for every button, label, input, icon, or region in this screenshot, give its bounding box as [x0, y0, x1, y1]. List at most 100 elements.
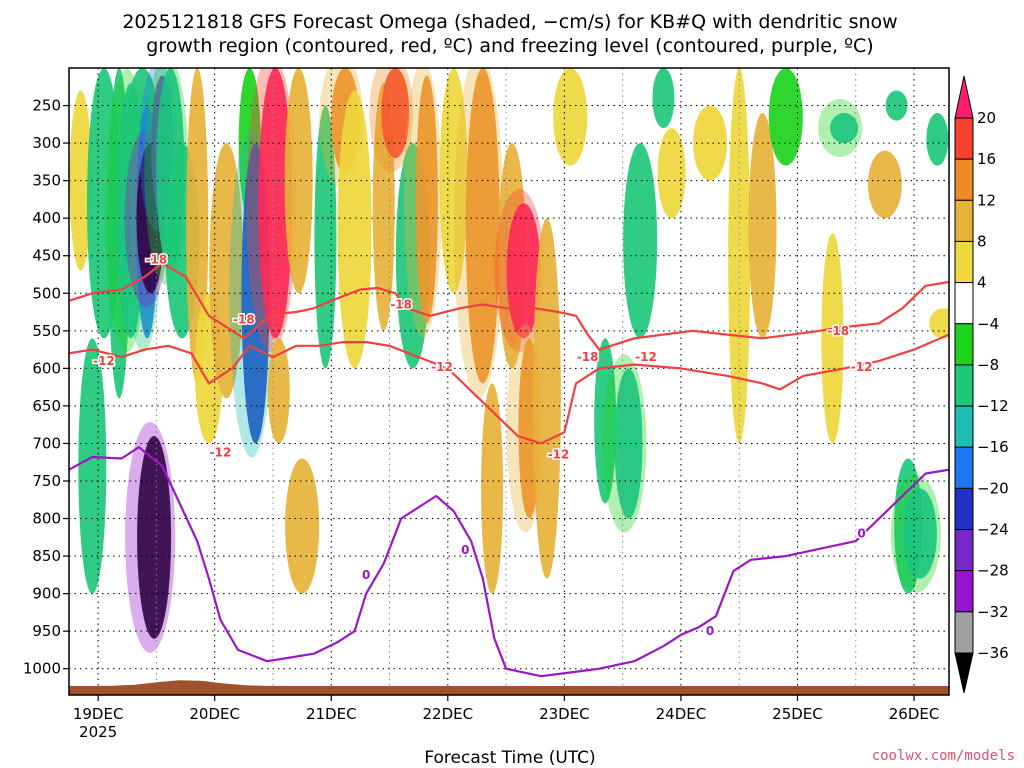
colorbar-segment: [954, 282, 974, 325]
y-tick-label: 450: [32, 247, 61, 265]
colorbar-label: −16: [977, 438, 1009, 456]
terrain-fill: [69, 680, 949, 695]
chart-title-line-2: growth region (contoured, red, ºC) and f…: [146, 35, 873, 57]
colorbar-label: −4: [977, 315, 999, 333]
x-tick-label: 19DEC: [73, 705, 124, 723]
omega-cell-halo: [403, 68, 442, 338]
omega-cell-halo: [602, 354, 647, 533]
y-tick-label: 550: [32, 322, 61, 340]
chart-title-line-1: 2025121818 GFS Forecast Omega (shaded, −…: [122, 11, 897, 33]
omega-cell: [381, 68, 410, 159]
omega-cell: [867, 150, 902, 219]
y-tick-label: 800: [32, 510, 61, 528]
contour-label: -18: [390, 298, 412, 312]
contour-label: -12: [93, 354, 115, 368]
contour-labels: -18 -18 -18 -18 -18 -12 -12 -12 -12 -12 -12 0 0 0 0: [92, 251, 874, 640]
colorbar-segment: [954, 199, 974, 242]
omega-cell: [885, 90, 908, 121]
y-tick-label: 900: [32, 585, 61, 603]
credit-text[interactable]: coolwx.com/models: [872, 748, 1015, 764]
colorbar-label: −28: [977, 562, 1009, 580]
colorbar-label: 16: [977, 150, 996, 168]
y-tick-label: 750: [32, 472, 61, 490]
plot-area: [69, 68, 949, 695]
omega-cell: [481, 383, 504, 594]
omega-cell: [532, 218, 561, 579]
terrain-layer: [69, 680, 949, 695]
omega-cell-halo: [890, 474, 941, 593]
x-axis: 19DEC 20DEC 21DEC 22DEC 23DEC 24DEC 25DEC 26DEC…: [73, 695, 939, 741]
omega-cell: [748, 113, 777, 339]
colorbar-label: −12: [977, 397, 1009, 415]
colorbar-segment: [954, 323, 974, 366]
omega-cell: [465, 68, 500, 384]
x-tick-label: 20DEC: [189, 705, 240, 723]
colorbar-label: −32: [977, 603, 1009, 621]
omega-cell: [284, 68, 313, 294]
y-tick-label: 650: [32, 397, 61, 415]
colorbar-label: −36: [977, 644, 1009, 662]
x-tick-label: 23DEC: [539, 705, 590, 723]
y-tick-label: 350: [32, 172, 61, 190]
contour-dendritic_minus18: [69, 262, 949, 351]
y-tick-label: 500: [32, 284, 61, 302]
contour-label: -18: [233, 313, 255, 327]
colorbar: 20 16 12 8 4 −4 −8 −12 −16 −20 −24 −28 −32 −36: [954, 75, 1009, 694]
contour-label: 0: [706, 624, 714, 638]
colorbar-label: −8: [977, 356, 999, 374]
omega-cell-halo: [818, 99, 863, 158]
contour-label: -12: [548, 448, 570, 462]
colorbar-segment: [954, 364, 974, 407]
omega-cell: [137, 435, 172, 639]
contour-label: -18: [577, 350, 599, 364]
colorbar-segment: [954, 446, 974, 489]
contour-label: -18: [146, 252, 168, 266]
contour-lines: [69, 262, 949, 678]
x-tick-label: 26DEC: [889, 705, 940, 723]
y-tick-label: 1000: [23, 660, 61, 678]
omega-cell: [209, 143, 244, 399]
y-axis: 250 300 350 400 450 500 550 600 650 700 750 800 850 9…: [23, 97, 69, 678]
omega-cell: [314, 105, 337, 369]
omega-cell-halo: [453, 68, 504, 398]
omega-cell: [623, 143, 658, 339]
y-tick-label: 950: [32, 622, 61, 640]
x-axis-title: Forecast Time (UTC): [424, 748, 595, 768]
colorbar-segment: [954, 487, 974, 531]
contour-label: -12: [431, 360, 453, 374]
omega-cell: [652, 68, 675, 129]
y-tick-label: 850: [32, 547, 61, 565]
omega-cell: [657, 128, 686, 219]
colorbar-segment: [954, 158, 974, 201]
omega-cell: [258, 68, 293, 339]
omega-cell: [506, 203, 541, 339]
omega-cell: [553, 68, 588, 166]
omega-cell: [614, 368, 643, 519]
omega-cell: [821, 233, 844, 444]
colorbar-label: 8: [977, 232, 987, 250]
contour-label: 0: [461, 543, 469, 557]
omega-cell: [768, 68, 803, 166]
y-tick-label: 700: [32, 434, 61, 452]
omega-cell-halo: [369, 68, 414, 173]
colorbar-segment: [954, 117, 974, 160]
contour-dendritic_minus12: [69, 333, 949, 445]
omega-cell-halo: [246, 68, 297, 353]
contour-label: 0: [362, 568, 370, 582]
x-tick-label: 22DEC: [423, 705, 474, 723]
colorbar-label: 12: [977, 191, 996, 209]
x-tick-label: 24DEC: [656, 705, 707, 723]
y-tick-label: 250: [32, 97, 61, 115]
omega-cell: [926, 113, 949, 166]
contour-label: 0: [857, 527, 865, 541]
contour-label: -12: [210, 445, 232, 459]
plot-frame: [68, 67, 950, 696]
colorbar-bottom-triangle: [954, 652, 974, 694]
omega-cell: [439, 68, 468, 294]
y-tick-label: 400: [32, 209, 61, 227]
y-tick-label: 600: [32, 359, 61, 377]
omega-cell: [337, 90, 372, 369]
contour-label: -12: [851, 360, 873, 374]
omega-cell-halo: [494, 189, 545, 353]
